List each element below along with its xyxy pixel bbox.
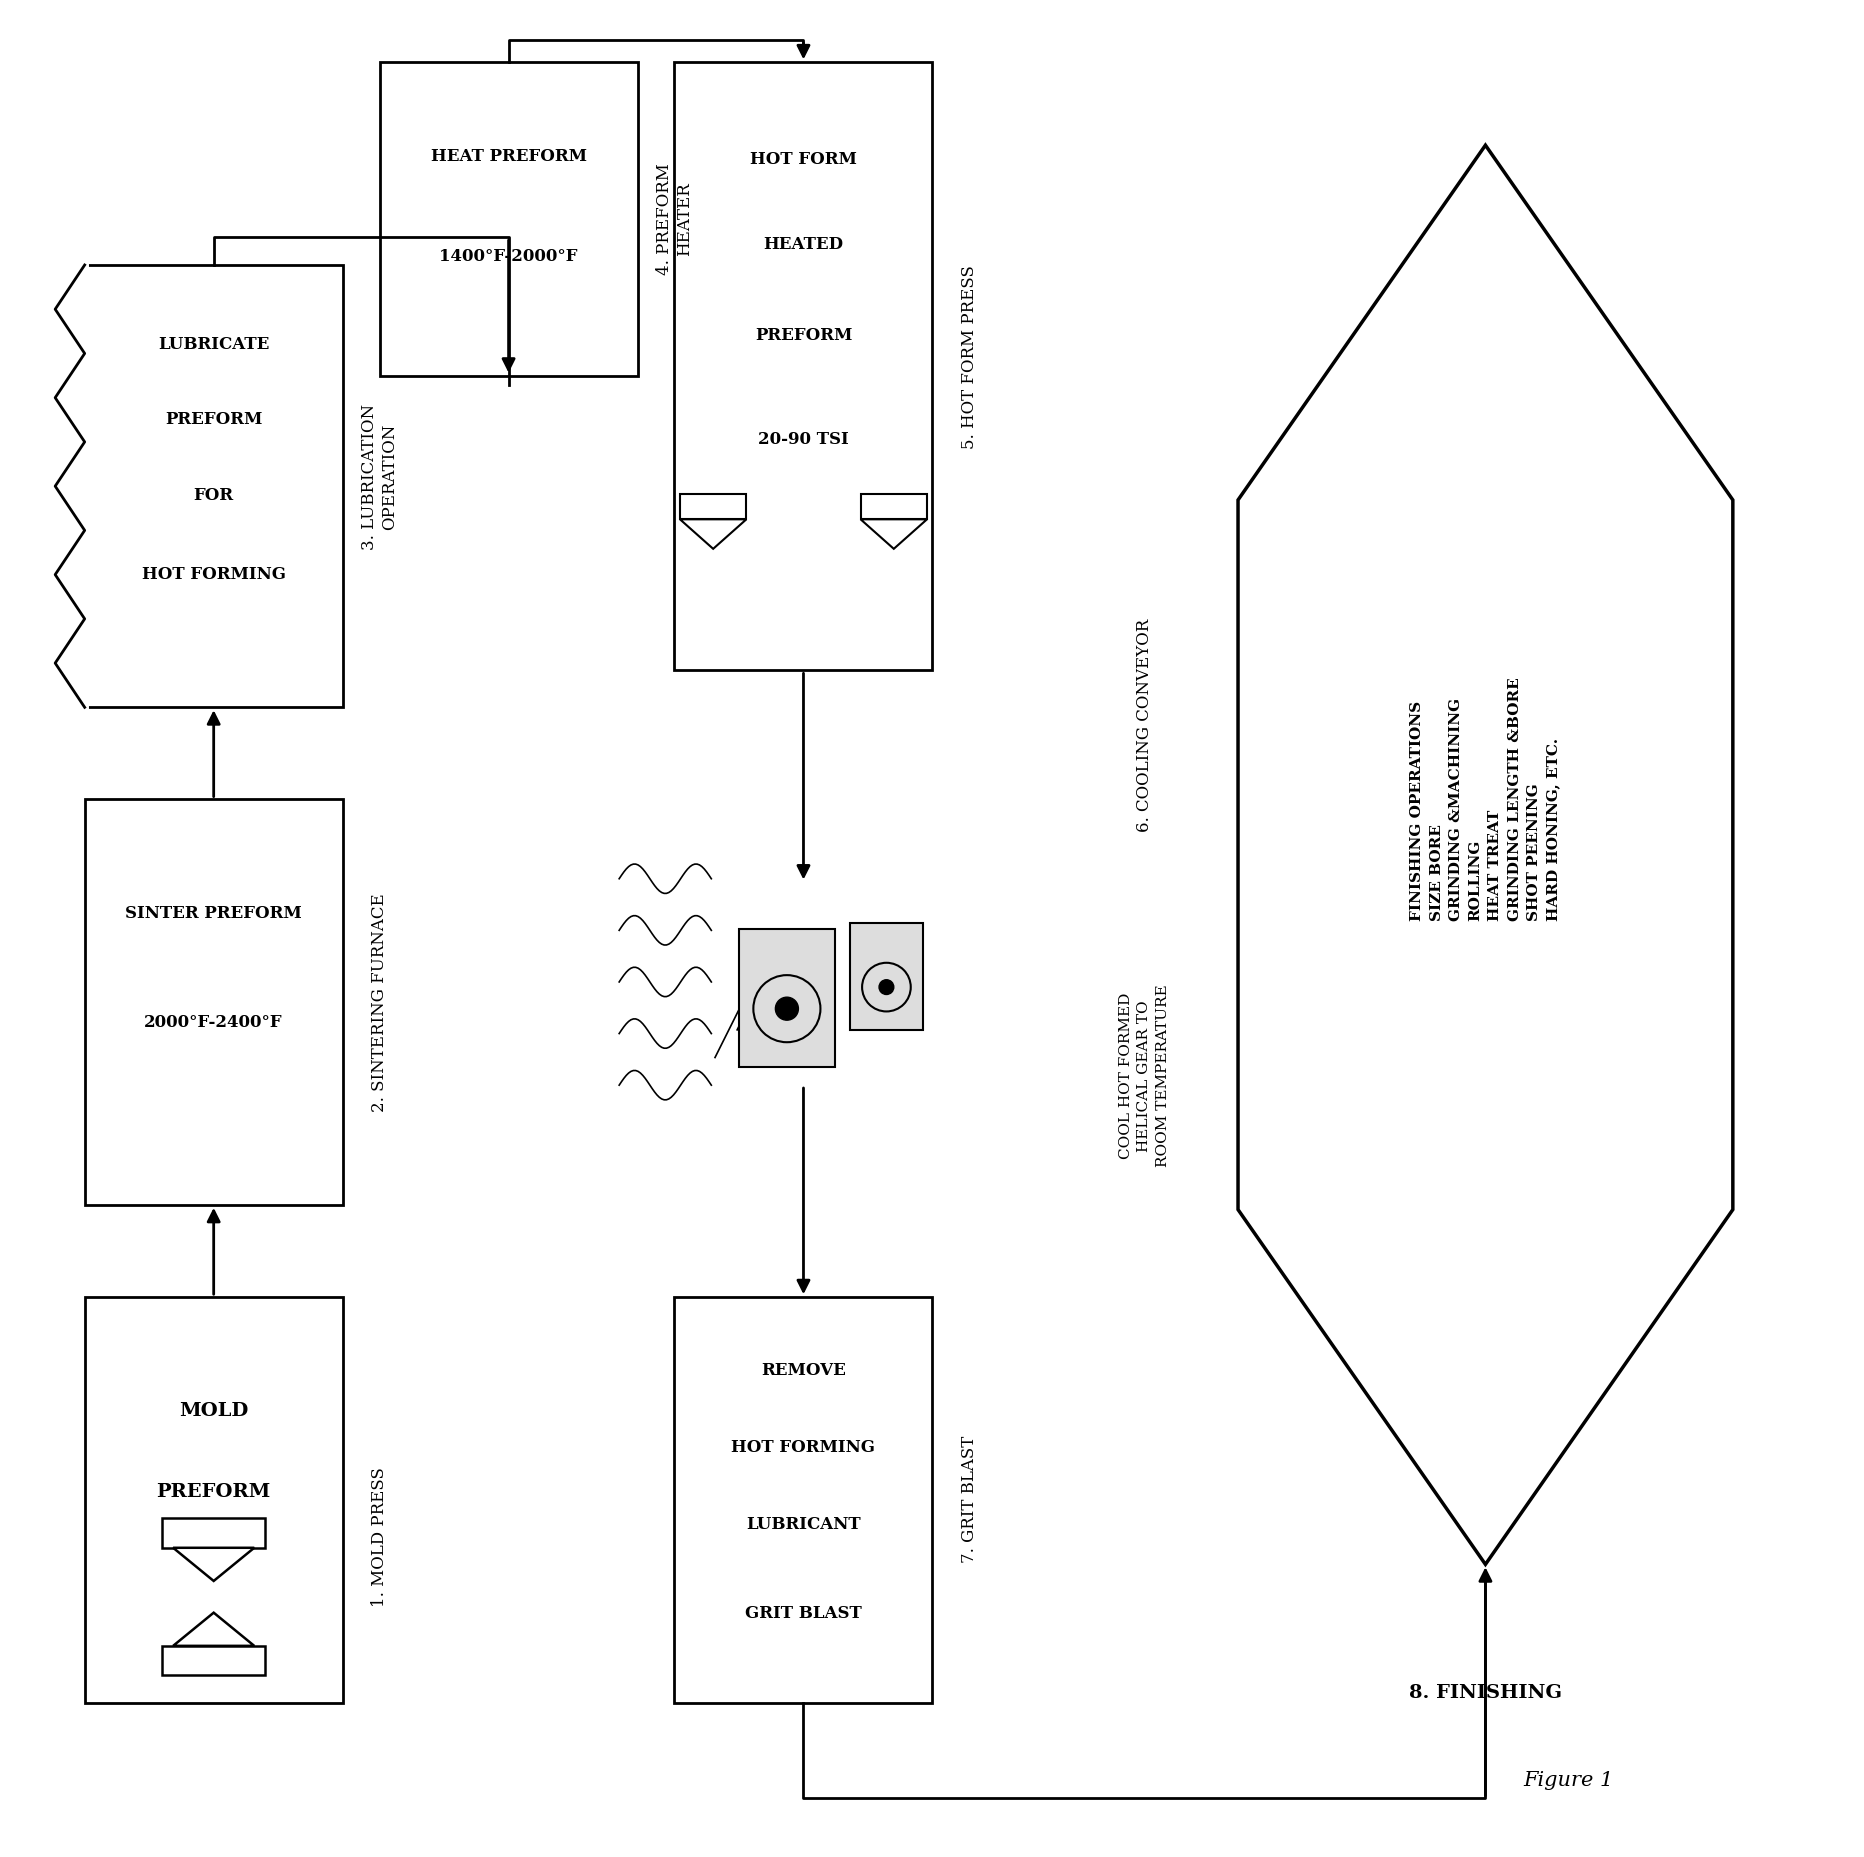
Text: 2. SINTERING FURNACE: 2. SINTERING FURNACE [371, 893, 388, 1112]
Polygon shape [173, 1612, 254, 1645]
FancyBboxPatch shape [84, 800, 343, 1205]
Text: 8. FINISHING: 8. FINISHING [1407, 1684, 1560, 1703]
Text: LUBRICANT: LUBRICANT [746, 1515, 861, 1532]
Text: COOL HOT FORMED
HELICAL GEAR TO
ROOM TEMPERATURE: COOL HOT FORMED HELICAL GEAR TO ROOM TEM… [1118, 984, 1169, 1168]
Text: 20-90 TSI: 20-90 TSI [757, 431, 848, 448]
Text: HOT FORM: HOT FORM [749, 150, 856, 167]
Polygon shape [859, 520, 926, 550]
Text: FOR: FOR [194, 487, 233, 503]
FancyBboxPatch shape [380, 63, 637, 375]
Text: GRIT BLAST: GRIT BLAST [746, 1604, 861, 1621]
Text: 7. GRIT BLAST: 7. GRIT BLAST [960, 1435, 977, 1564]
FancyBboxPatch shape [84, 266, 343, 708]
FancyBboxPatch shape [675, 1298, 932, 1703]
FancyBboxPatch shape [675, 63, 932, 670]
FancyBboxPatch shape [680, 494, 746, 520]
Text: HOT FORMING: HOT FORMING [142, 566, 285, 583]
Text: HEATED: HEATED [762, 236, 843, 253]
Polygon shape [680, 520, 746, 550]
FancyBboxPatch shape [84, 1298, 343, 1703]
FancyBboxPatch shape [850, 923, 923, 1031]
Text: PREFORM: PREFORM [164, 410, 263, 429]
FancyBboxPatch shape [738, 928, 835, 1066]
Text: 4. PREFORM
HEATER: 4. PREFORM HEATER [654, 163, 693, 275]
Text: 1400°F-2000°F: 1400°F-2000°F [440, 249, 578, 266]
Text: 5. HOT FORM PRESS: 5. HOT FORM PRESS [960, 266, 977, 449]
Polygon shape [173, 1547, 254, 1580]
Text: PREFORM: PREFORM [157, 1482, 270, 1500]
Polygon shape [1238, 145, 1732, 1564]
Text: 2000°F-2400°F: 2000°F-2400°F [144, 1014, 283, 1031]
Text: 1. MOLD PRESS: 1. MOLD PRESS [371, 1467, 388, 1606]
Text: FINISHING OPERATIONS
SIZE BORE
GRINDING &MACHINING
ROLLING
HEAT TREAT
GRINDING L: FINISHING OPERATIONS SIZE BORE GRINDING … [1409, 678, 1560, 921]
Text: Figure 1: Figure 1 [1523, 1770, 1612, 1790]
FancyBboxPatch shape [859, 494, 926, 520]
Text: 3. LUBRICATION
OPERATION: 3. LUBRICATION OPERATION [360, 403, 399, 550]
Text: HEAT PREFORM: HEAT PREFORM [431, 149, 587, 165]
Text: MOLD: MOLD [179, 1402, 248, 1419]
FancyBboxPatch shape [162, 1645, 265, 1675]
Text: 6. COOLING CONVEYOR: 6. COOLING CONVEYOR [1135, 618, 1152, 832]
Text: HOT FORMING: HOT FORMING [731, 1439, 874, 1456]
Text: SINTER PREFORM: SINTER PREFORM [125, 904, 302, 921]
FancyBboxPatch shape [162, 1519, 265, 1547]
Text: PREFORM: PREFORM [755, 327, 852, 344]
Circle shape [878, 980, 893, 995]
Circle shape [775, 997, 798, 1019]
Text: REMOVE: REMOVE [761, 1361, 846, 1378]
Text: LUBRICATE: LUBRICATE [158, 336, 268, 353]
